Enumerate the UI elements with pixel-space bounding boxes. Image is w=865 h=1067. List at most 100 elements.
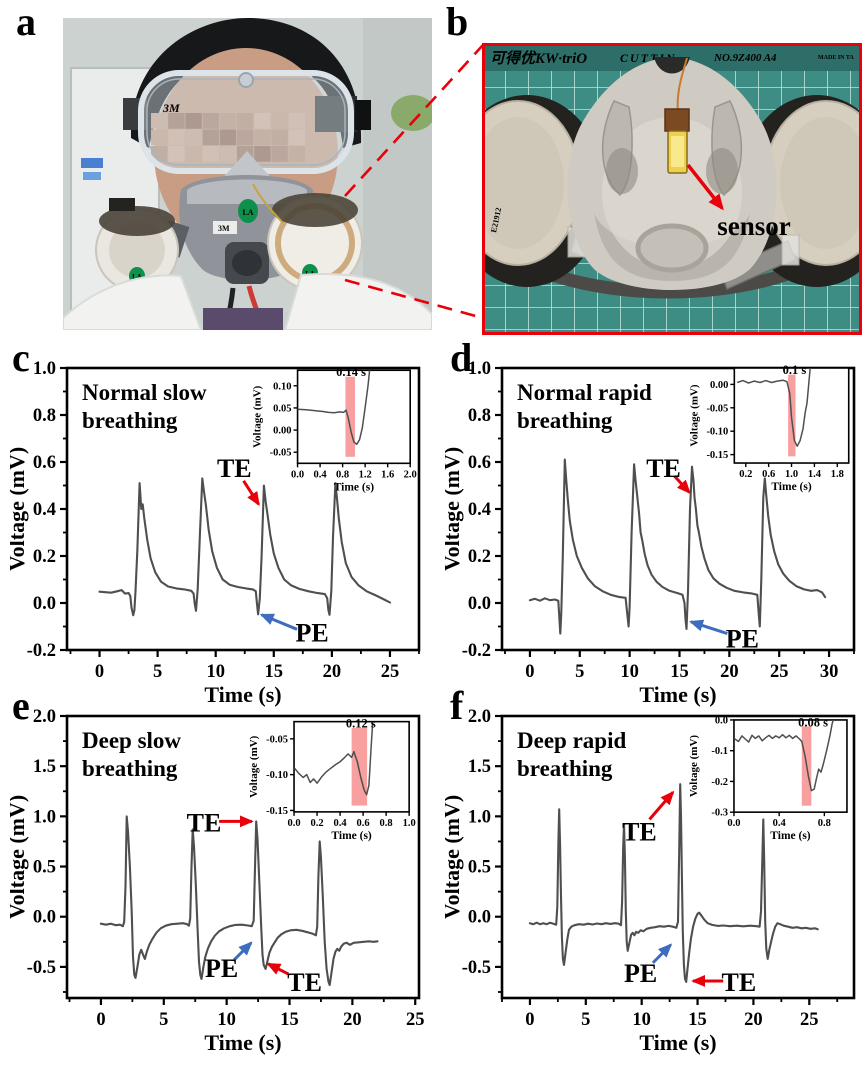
svg-text:1.6: 1.6	[381, 469, 394, 480]
annotation-te-c: TE	[217, 454, 260, 506]
svg-text:0: 0	[95, 662, 104, 682]
svg-text:15: 15	[670, 662, 689, 682]
annotation-te-e: TE	[266, 962, 322, 997]
panel-f-letter: f	[450, 683, 464, 728]
inset-y-title: Voltage (mV)	[248, 735, 260, 798]
svg-text:0.6: 0.6	[33, 453, 56, 473]
response-time-label: 0.14 s	[336, 365, 366, 379]
chart-f-title: Deep rapid	[517, 728, 626, 753]
annotation-te-f: TE	[622, 790, 675, 846]
svg-text:1.4: 1.4	[808, 469, 822, 480]
svg-text:5: 5	[153, 662, 162, 682]
svg-text:-0.5: -0.5	[462, 958, 491, 978]
svg-text:0.4: 0.4	[33, 500, 56, 520]
svg-text:PE: PE	[296, 619, 329, 648]
svg-text:0.8: 0.8	[818, 818, 831, 829]
response-time-label: 0.12 s	[346, 716, 376, 730]
svg-text:1.0: 1.0	[468, 807, 491, 827]
svg-text:20: 20	[323, 662, 342, 682]
goggles-lens	[141, 73, 351, 171]
inset-x-title: Time (s)	[331, 830, 372, 842]
svg-text:0.2: 0.2	[310, 818, 323, 829]
svg-text:5: 5	[581, 1010, 590, 1030]
svg-text:1.0: 1.0	[33, 359, 56, 379]
chart-e-title: Deep slow	[82, 728, 181, 753]
approval-badge-center	[238, 199, 258, 223]
chart-d-cell: 0 5 10 15 20 25 30 1.0 0.8 0.6 0.4 0.2 0.0 -0.2 Time (…	[439, 352, 865, 710]
svg-text:0.4: 0.4	[468, 500, 491, 520]
x-axis-title: Time (s)	[204, 682, 281, 707]
chart-c-title: Normal slow	[82, 380, 207, 405]
mask-inner-ring	[635, 223, 709, 273]
chart-e-cell: 0 5 10 15 20 25 2.0 1.5 1.0 0.5 0.0 -0.5 Time (s) Vol…	[4, 700, 440, 1058]
svg-text:25: 25	[381, 662, 400, 682]
axes-d: 0 5 10 15 20 25 30 1.0 0.8 0.6 0.4 0.2 0.0 -0.2	[462, 359, 855, 682]
annotation-pe-d: PE	[689, 619, 759, 653]
mask-brand-text: 3M	[218, 224, 230, 233]
chart-d: 0 5 10 15 20 25 30 1.0 0.8 0.6 0.4 0.2 0.0 -0.2 Time (…	[439, 359, 856, 707]
goggles-vent	[238, 72, 254, 88]
svg-text:0.0: 0.0	[468, 908, 491, 928]
svg-text:1.5: 1.5	[33, 757, 56, 777]
svg-text:TE: TE	[646, 454, 681, 483]
svg-text:15: 15	[280, 1010, 299, 1030]
svg-text:1.0: 1.0	[468, 359, 491, 379]
plot-frame	[500, 714, 856, 1000]
svg-text:15: 15	[688, 1010, 707, 1030]
mask-apex-port	[654, 57, 690, 74]
panel-a-photo: 3M 3M LA LA LA	[63, 18, 432, 330]
chart-e: 0 5 10 15 20 25 2.0 1.5 1.0 0.5 0.0 -0.5 Time (s) Vol…	[4, 707, 424, 1055]
svg-text:0: 0	[525, 662, 534, 682]
svg-text:TE: TE	[622, 817, 657, 846]
plot-frame	[65, 714, 421, 1000]
sensor-lead-wire	[676, 57, 688, 114]
x-axis-title: Time (s)	[639, 682, 716, 707]
series-c	[98, 477, 392, 617]
response-time-label: 0.08 s	[798, 716, 828, 730]
annotation-te-d: TE	[646, 454, 691, 495]
svg-text:0.2: 0.2	[33, 547, 56, 567]
svg-text:-0.2: -0.2	[27, 641, 56, 661]
svg-text:0.4: 0.4	[773, 818, 787, 829]
annotation-te-f: TE	[691, 968, 757, 997]
svg-text:0.4: 0.4	[314, 469, 328, 480]
panel-b-photo: 可得优KW·triO CUTTIN NO.9Z400 A4 MADE IN TA…	[482, 43, 862, 335]
svg-text:20: 20	[720, 662, 739, 682]
svg-text:20: 20	[343, 1010, 362, 1030]
svg-text:1.8: 1.8	[831, 469, 844, 480]
inset-c: 0.0 0.4 0.8 1.2 1.6 2.0 0.10 0.05 0.00 -0.05 Time …	[252, 365, 417, 493]
response-time-highlight	[351, 727, 368, 806]
svg-text:0.0: 0.0	[291, 469, 304, 480]
svg-text:0.5: 0.5	[33, 858, 56, 878]
svg-text:LA: LA	[132, 273, 142, 281]
annotation-te-e: TE	[187, 808, 254, 837]
svg-text:2.0: 2.0	[404, 469, 417, 480]
mask-nose-piece	[220, 151, 274, 181]
sensor-connector	[664, 108, 690, 132]
y-axis-title: Voltage (mV)	[445, 447, 464, 571]
svg-text:2.0: 2.0	[468, 707, 491, 727]
svg-text:5: 5	[575, 662, 584, 682]
svg-text:2.0: 2.0	[33, 707, 56, 727]
svg-text:10: 10	[620, 662, 639, 682]
svg-text:15: 15	[265, 662, 284, 682]
chart-f-cell: 0 5 10 15 20 25 2.0 1.5 1.0 0.5 0.0 -0.5 Time (s) Vol…	[439, 700, 865, 1058]
svg-text:PE: PE	[624, 959, 657, 988]
chart-c: 0 5 10 15 20 25 1.0 0.8 0.6 0.4 0.2 0.0 -0.2 Time (s)…	[4, 359, 421, 707]
lab-coat-left	[63, 274, 203, 330]
panel-b-letter: b	[446, 0, 469, 44]
svg-text:TE: TE	[722, 968, 757, 997]
svg-text:0.8: 0.8	[33, 406, 56, 426]
svg-text:25: 25	[770, 662, 789, 682]
mat-code-text: NO.9Z400 A4	[713, 52, 777, 64]
inset-f: 0.0 0.4 0.8 0.0 -0.1 -0.2 -0.3 Time (s) Voltage …	[688, 715, 848, 842]
svg-text:-0.5: -0.5	[27, 958, 56, 978]
inset-y-title: Voltage (mV)	[688, 384, 700, 447]
svg-text:-0.10: -0.10	[706, 427, 728, 438]
panel-e-letter: e	[12, 683, 30, 728]
svg-text:30: 30	[820, 662, 839, 682]
svg-text:-0.05: -0.05	[270, 448, 292, 459]
chart-c-cell: 0 5 10 15 20 25 1.0 0.8 0.6 0.4 0.2 0.0 -0.2 Time (s)…	[4, 352, 440, 710]
svg-text:0.8: 0.8	[468, 406, 491, 426]
